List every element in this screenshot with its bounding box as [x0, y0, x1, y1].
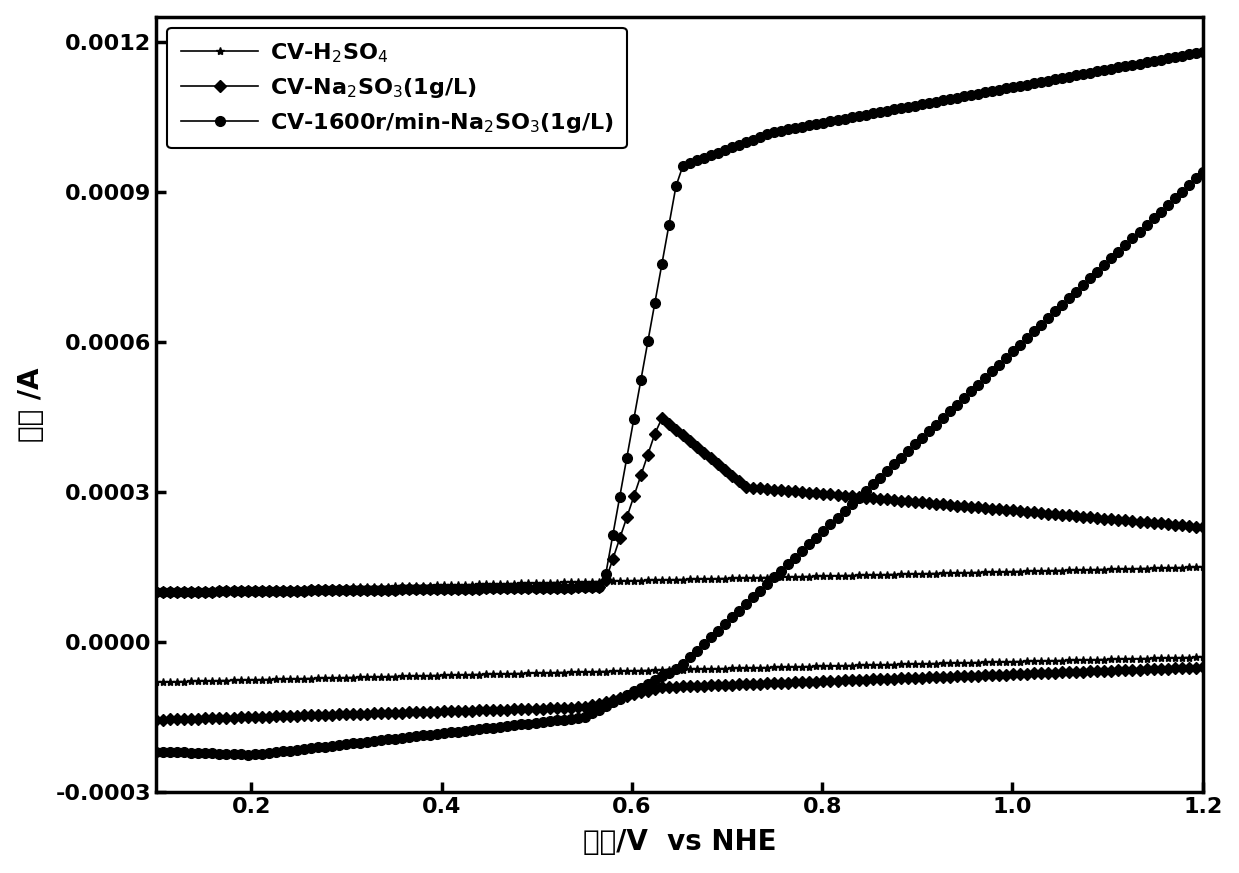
CV-Na$_2$SO$_3$(1g/L): [880, 494, 895, 505]
CV-Na$_2$SO$_3$(1g/L): [704, 453, 719, 464]
CV-H$_2$SO$_4$: [696, 574, 711, 584]
Line: CV-H$_2$SO$_4$: CV-H$_2$SO$_4$: [152, 563, 1207, 596]
CV-1600r/min-Na$_2$SO$_3$(1g/L): [564, 582, 579, 593]
CV-H$_2$SO$_4$: [493, 579, 508, 589]
CV-1600r/min-Na$_2$SO$_3$(1g/L): [738, 137, 753, 148]
CV-Na$_2$SO$_3$(1g/L): [746, 483, 761, 493]
CV-H$_2$SO$_4$: [872, 570, 887, 581]
CV-1600r/min-Na$_2$SO$_3$(1g/L): [493, 583, 508, 594]
X-axis label: 电压/V  vs NHE: 电压/V vs NHE: [582, 828, 777, 856]
Line: CV-Na$_2$SO$_3$(1g/L): CV-Na$_2$SO$_3$(1g/L): [152, 414, 1207, 596]
CV-Na$_2$SO$_3$(1g/L): [493, 583, 508, 594]
CV-Na$_2$SO$_3$(1g/L): [149, 587, 164, 597]
CV-1600r/min-Na$_2$SO$_3$(1g/L): [872, 107, 887, 117]
Y-axis label: 电流 /A: 电流 /A: [16, 368, 45, 442]
CV-H$_2$SO$_4$: [738, 573, 753, 583]
CV-H$_2$SO$_4$: [564, 577, 579, 588]
CV-Na$_2$SO$_3$(1g/L): [1196, 522, 1211, 533]
CV-Na$_2$SO$_3$(1g/L): [654, 413, 669, 423]
CV-1600r/min-Na$_2$SO$_3$(1g/L): [149, 587, 164, 597]
CV-H$_2$SO$_4$: [1012, 567, 1027, 577]
CV-1600r/min-Na$_2$SO$_3$(1g/L): [1196, 46, 1211, 57]
CV-Na$_2$SO$_3$(1g/L): [564, 582, 579, 593]
CV-H$_2$SO$_4$: [149, 587, 164, 597]
CV-1600r/min-Na$_2$SO$_3$(1g/L): [696, 153, 711, 163]
Line: CV-1600r/min-Na$_2$SO$_3$(1g/L): CV-1600r/min-Na$_2$SO$_3$(1g/L): [151, 47, 1208, 597]
Legend: CV-H$_2$SO$_4$, CV-Na$_2$SO$_3$(1g/L), CV-1600r/min-Na$_2$SO$_3$(1g/L): CV-H$_2$SO$_4$, CV-Na$_2$SO$_3$(1g/L), C…: [167, 28, 627, 148]
CV-1600r/min-Na$_2$SO$_3$(1g/L): [1012, 80, 1027, 91]
CV-H$_2$SO$_4$: [1196, 562, 1211, 573]
CV-Na$_2$SO$_3$(1g/L): [1020, 506, 1035, 517]
